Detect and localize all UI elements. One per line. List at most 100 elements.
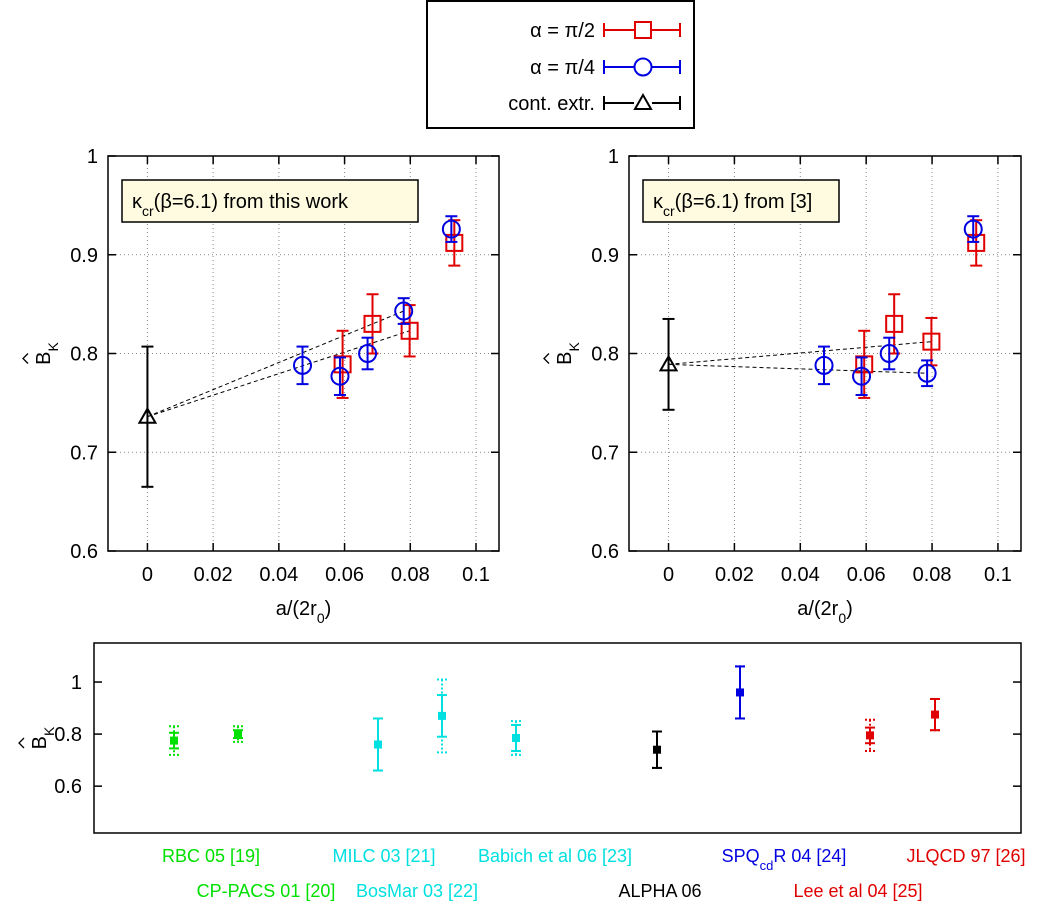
annotation-box	[121, 179, 419, 223]
ylabel-text: BK	[33, 342, 61, 365]
panel-bottom-comparison: 0.6 0.8 1 BK RBC 05 [19] CP-PACS 01 [20] MILC …	[18, 642, 1026, 901]
x-tick-label: 0	[663, 564, 674, 586]
data-point-square	[363, 314, 382, 333]
data-point-circle	[879, 344, 899, 363]
point-label: CP-PACS 01 [20]	[197, 881, 336, 901]
ylabel-hat	[22, 353, 29, 364]
legend-label: α = π/2	[530, 20, 595, 42]
data-point-circle	[814, 355, 834, 375]
y-axis-label: BK	[22, 342, 61, 365]
annotation-box	[642, 179, 840, 223]
y-tick-label: 0.7	[591, 442, 619, 464]
data-point-square	[400, 321, 419, 340]
data-point	[512, 734, 520, 742]
data-point	[438, 711, 446, 720]
text-run: (β=6.1) from [3]	[675, 191, 813, 213]
data-point	[234, 730, 242, 739]
point-label: BosMar 03 [22]	[356, 881, 478, 901]
y-tick-label: 0.9	[591, 245, 619, 267]
y-tick-label: 0.7	[70, 442, 98, 464]
data-point	[866, 731, 874, 740]
data-point-circle	[963, 219, 983, 239]
data-point-square	[885, 314, 904, 333]
subscript-text: cd	[760, 858, 774, 873]
data-point	[736, 688, 744, 697]
text-run: RBC 05 [19]	[162, 846, 260, 866]
data-point	[931, 710, 939, 719]
text-run: SPQ	[722, 846, 760, 866]
data-point	[170, 736, 178, 745]
y-axis-label: BK	[543, 342, 582, 365]
ylabel-subscript: K	[41, 726, 57, 736]
text-run: JLQCD 97 [26]	[906, 846, 1025, 866]
x-tick-label: 0.06	[325, 564, 364, 586]
text-run: (β=6.1) from this work	[154, 191, 349, 213]
y-axis-label: BK	[18, 726, 57, 749]
data-point-circle	[852, 366, 872, 386]
point-label: JLQCD 97 [26]	[906, 846, 1025, 866]
y-tick-label: 0.6	[54, 776, 82, 798]
y-tick-label: 0.8	[70, 344, 98, 366]
text-run: a/(2r	[276, 598, 317, 620]
ylabel-b: B	[33, 352, 55, 365]
y-tick-label: 1	[608, 146, 619, 168]
ylabel-text: BK	[29, 726, 57, 749]
legend-marker-bg	[634, 21, 652, 39]
point-label: Lee et al 04 [25]	[793, 881, 922, 901]
ylabel-subscript: K	[566, 342, 582, 352]
panel-top-left: 0 0.02 0.04 0.06 0.08 0.10.60.70.80.91a/(2r0)…	[22, 146, 500, 626]
data-point-circle	[917, 363, 937, 383]
data-point-circle	[394, 301, 414, 321]
legend-marker	[634, 21, 652, 39]
point-label: MILC 03 [21]	[332, 846, 435, 866]
text-run: MILC 03 [21]	[332, 846, 435, 866]
point-label: ALPHA 06	[618, 881, 701, 901]
x-tick-label: 0.08	[913, 564, 952, 586]
text-run: κ	[132, 191, 143, 213]
data-point-circle	[330, 366, 350, 386]
subscript-text: 0	[838, 610, 846, 626]
legend-marker	[633, 92, 653, 110]
annotation: κcr(β=6.1) from this work	[121, 179, 419, 223]
ylabel-hat	[18, 737, 25, 749]
text-run: a/(2r	[797, 598, 838, 620]
x-tick-label: 0.1	[462, 564, 490, 586]
y-tick-label: 0.8	[54, 724, 82, 746]
annotation: κcr(β=6.1) from [3]	[642, 179, 840, 223]
text-run: )	[846, 598, 853, 620]
x-axis-label: a/(2r0)	[797, 598, 853, 626]
plot-frame	[93, 642, 1022, 834]
legend: α = π/2 α = π/4 cont. extr.	[426, 0, 695, 129]
text-run: Babich et al 06 [23]	[478, 846, 632, 866]
ylabel-subscript: K	[45, 342, 61, 352]
data-point	[374, 740, 382, 749]
x-axis-label: a/(2r0)	[276, 598, 332, 626]
data-point-square	[855, 355, 874, 374]
ylabel-text: BK	[554, 342, 582, 365]
y-tick-label: 0.9	[70, 245, 98, 267]
text-run: )	[325, 598, 332, 620]
x-tick-label: 0.04	[781, 564, 820, 586]
y-tick-label: 0.6	[70, 541, 98, 563]
y-tick-label: 0.8	[591, 344, 619, 366]
x-tick-label: 0.02	[715, 564, 754, 586]
text-run: κ	[653, 191, 664, 213]
legend-marker	[633, 57, 653, 77]
data-point-square	[922, 332, 941, 351]
data-point	[653, 745, 661, 754]
data-point-square	[333, 355, 352, 374]
legend-label: cont. extr.	[508, 93, 595, 115]
subscript-text: cr	[142, 203, 154, 219]
y-tick-label: 0.6	[591, 541, 619, 563]
y-tick-label: 1	[87, 146, 98, 168]
x-tick-label: 0.06	[847, 564, 886, 586]
text-run: Lee et al 04 [25]	[793, 881, 922, 901]
fit-line	[147, 330, 410, 418]
x-tick-label: 0.1	[984, 564, 1012, 586]
x-tick-label: 0.02	[194, 564, 233, 586]
annotation-text: κcr(β=6.1) from [3]	[653, 191, 812, 219]
text-run: ALPHA 06	[618, 881, 701, 901]
x-tick-label: 0.04	[259, 564, 298, 586]
data-point-circle	[358, 344, 378, 363]
